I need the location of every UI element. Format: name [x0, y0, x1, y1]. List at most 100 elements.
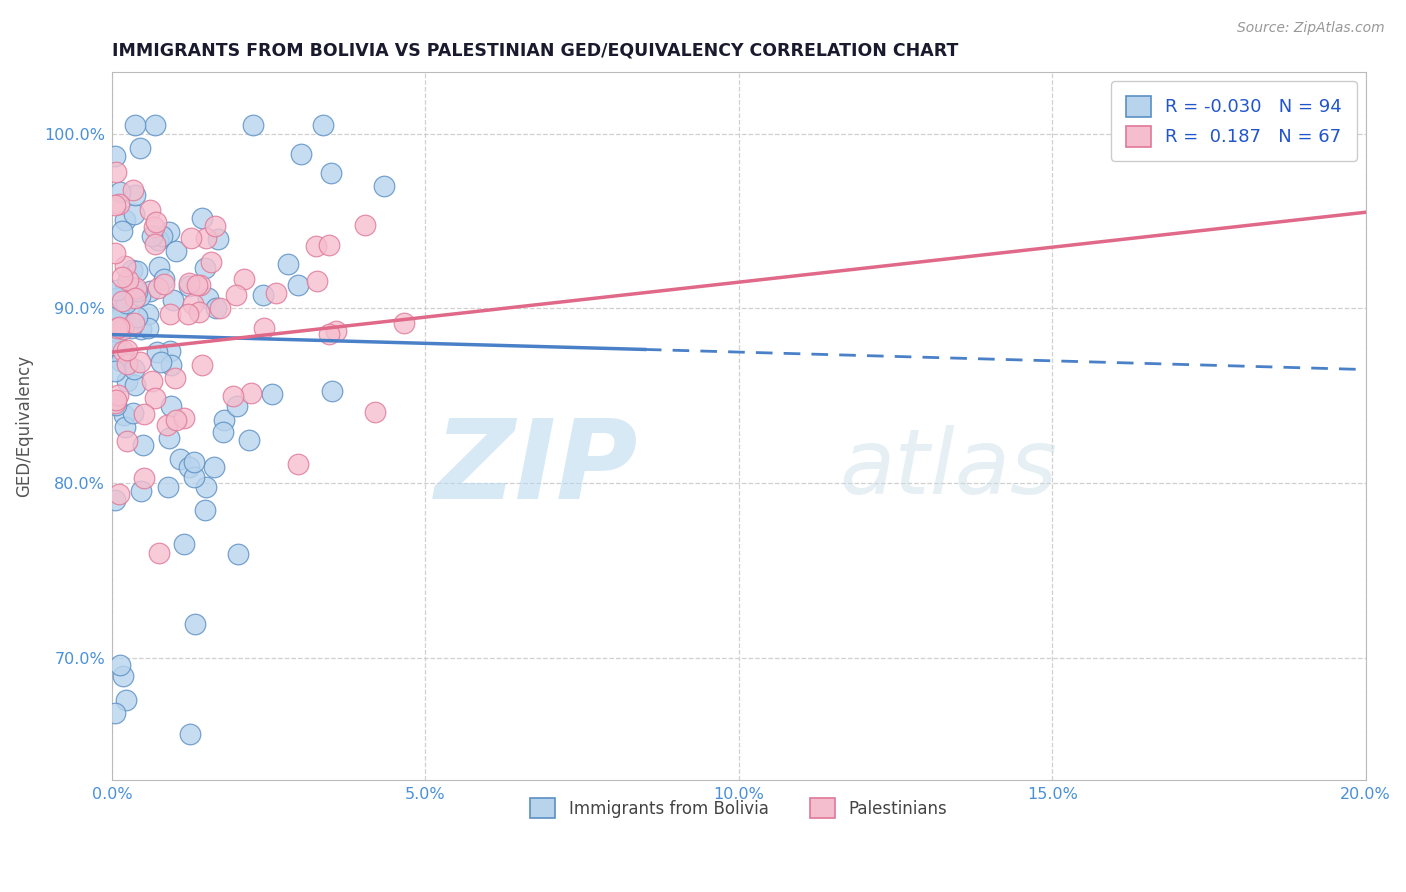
Point — [233, 272, 256, 286]
Point — [321, 384, 343, 399]
Y-axis label: GED/Equivalency: GED/Equivalency — [15, 355, 32, 498]
Point — [148, 546, 170, 560]
Point — [141, 374, 163, 388]
Point — [252, 288, 274, 302]
Point — [225, 288, 247, 302]
Point — [110, 224, 132, 238]
Point — [146, 345, 169, 359]
Point — [226, 548, 249, 562]
Point — [128, 141, 150, 155]
Point — [148, 260, 170, 274]
Point — [117, 434, 139, 449]
Point — [159, 307, 181, 321]
Point — [157, 479, 180, 493]
Point — [114, 693, 136, 707]
Point — [128, 289, 150, 303]
Point — [115, 296, 138, 310]
Point — [159, 343, 181, 358]
Point — [260, 387, 283, 401]
Point — [197, 291, 219, 305]
Point — [124, 377, 146, 392]
Point — [162, 293, 184, 307]
Point — [124, 291, 146, 305]
Point — [159, 358, 181, 372]
Point — [202, 460, 225, 475]
Point — [114, 420, 136, 434]
Point — [165, 244, 187, 259]
Point — [307, 274, 329, 288]
Point — [325, 324, 347, 338]
Point — [186, 278, 208, 293]
Point — [157, 226, 180, 240]
Point — [160, 399, 183, 413]
Point — [110, 354, 132, 368]
Point — [173, 411, 195, 425]
Point — [124, 118, 146, 132]
Point — [121, 183, 143, 197]
Point — [153, 277, 176, 291]
Point — [169, 452, 191, 467]
Point — [179, 279, 201, 293]
Point — [111, 270, 134, 285]
Point — [132, 438, 155, 452]
Point — [125, 281, 148, 295]
Point — [146, 281, 169, 295]
Point — [180, 231, 202, 245]
Point — [353, 218, 375, 232]
Point — [193, 260, 215, 275]
Point — [373, 179, 395, 194]
Point — [207, 232, 229, 246]
Point — [105, 291, 128, 305]
Point — [165, 413, 187, 427]
Point — [194, 479, 217, 493]
Point — [111, 322, 134, 336]
Point — [253, 321, 276, 335]
Point — [124, 288, 146, 302]
Point — [191, 358, 214, 372]
Text: IMMIGRANTS FROM BOLIVIA VS PALESTINIAN GED/EQUIVALENCY CORRELATION CHART: IMMIGRANTS FROM BOLIVIA VS PALESTINIAN G… — [112, 42, 959, 60]
Point — [121, 406, 143, 420]
Point — [152, 271, 174, 285]
Point — [179, 727, 201, 741]
Point — [318, 326, 340, 341]
Point — [125, 310, 148, 324]
Point — [318, 238, 340, 252]
Point — [104, 392, 127, 407]
Point — [187, 305, 209, 319]
Point — [112, 408, 135, 422]
Point — [200, 255, 222, 269]
Point — [122, 362, 145, 376]
Point — [264, 286, 287, 301]
Point — [112, 343, 135, 358]
Point — [127, 284, 149, 298]
Point — [305, 239, 328, 253]
Point — [104, 165, 127, 179]
Point — [143, 219, 166, 234]
Point — [139, 285, 162, 299]
Point — [122, 207, 145, 221]
Point — [104, 306, 127, 320]
Point — [108, 486, 131, 500]
Point — [188, 277, 211, 292]
Point — [104, 338, 127, 352]
Point — [104, 198, 127, 212]
Point — [115, 374, 138, 388]
Point — [319, 166, 342, 180]
Text: Source: ZipAtlas.com: Source: ZipAtlas.com — [1237, 21, 1385, 35]
Point — [117, 357, 139, 371]
Point — [105, 398, 128, 412]
Point — [132, 471, 155, 485]
Point — [114, 279, 136, 293]
Point — [111, 294, 134, 309]
Point — [225, 399, 247, 413]
Point — [150, 355, 173, 369]
Point — [104, 364, 127, 378]
Point — [163, 371, 186, 385]
Point — [204, 301, 226, 315]
Point — [183, 617, 205, 632]
Point — [312, 118, 335, 132]
Point — [105, 334, 128, 349]
Point — [363, 405, 385, 419]
Point — [195, 230, 218, 244]
Point — [121, 263, 143, 277]
